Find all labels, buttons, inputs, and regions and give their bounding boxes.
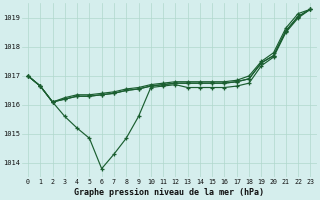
X-axis label: Graphe pression niveau de la mer (hPa): Graphe pression niveau de la mer (hPa) [74, 188, 264, 197]
